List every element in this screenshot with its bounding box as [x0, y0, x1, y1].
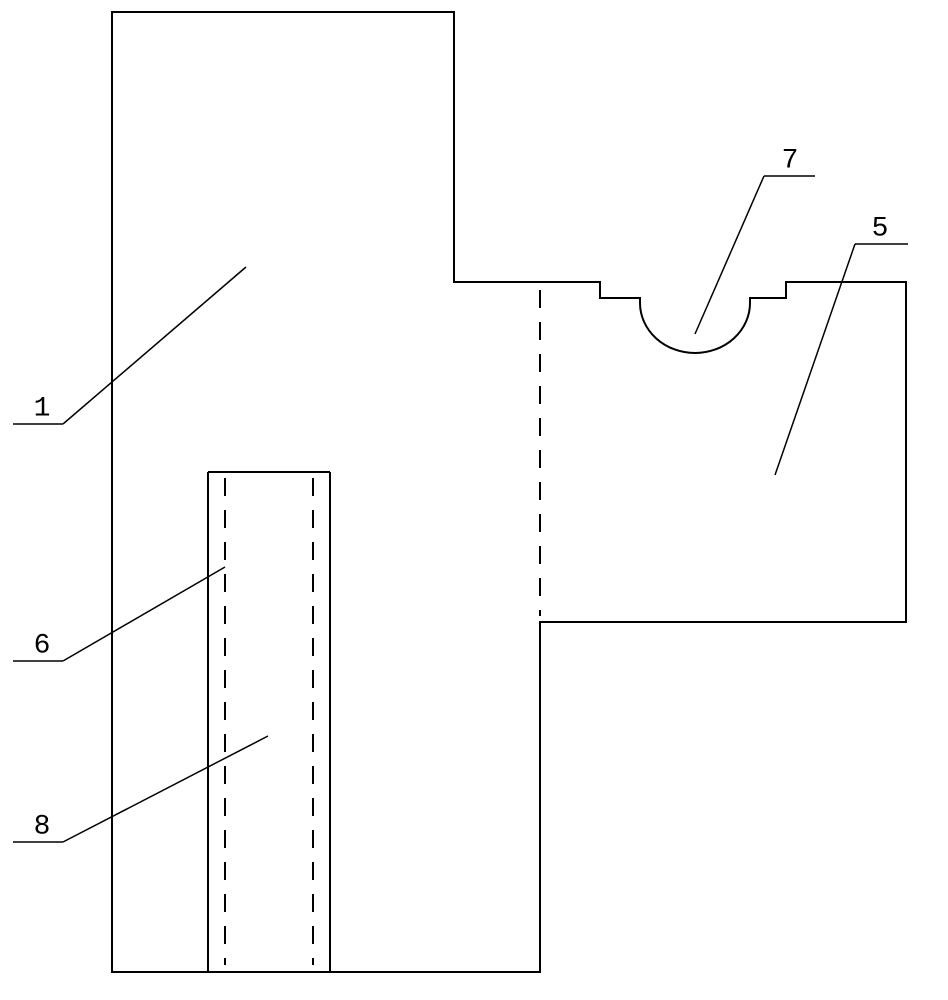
leader-6: [63, 567, 225, 661]
leader-8: [63, 736, 268, 842]
label-5: 5: [872, 213, 889, 244]
label-6: 6: [34, 630, 51, 661]
label-7: 7: [782, 145, 799, 176]
technical-diagram: 1 6 8 7 5: [0, 0, 948, 1000]
leader-1: [63, 267, 246, 424]
label-8: 8: [34, 811, 51, 842]
leader-7: [695, 176, 764, 334]
label-1: 1: [34, 393, 51, 424]
leader-5: [775, 244, 855, 475]
